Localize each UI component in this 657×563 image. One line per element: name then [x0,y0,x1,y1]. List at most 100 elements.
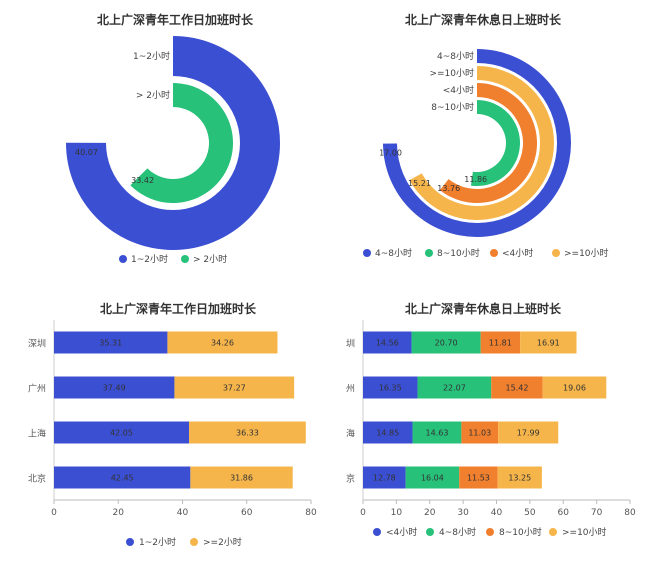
legend[interactable]: <4小时 4~8小时 8~10小时 >=10小时 [373,526,607,538]
legend-label[interactable]: >=2小时 [203,536,242,548]
legend[interactable]: 1~2小时 >=2小时 [126,536,242,548]
y-category-label: 州 [346,384,355,395]
radial-bar-arc[interactable] [470,100,520,186]
category-label: 8~10小时 [431,101,474,113]
data-label: 33.42 [131,176,154,185]
stacked-bar-weekday-overtime: 北上广深青年工作日加班时长 0 20 40 60 80 深圳 35.31 34.26 广州 37.… [28,301,317,548]
legend-marker[interactable] [119,255,127,263]
data-label: 12.78 [373,474,396,483]
bar-segment[interactable] [363,331,412,354]
bar-segment[interactable] [405,466,460,489]
data-label: 34.26 [211,339,234,348]
data-label: 40.07 [75,148,98,157]
y-category-label: 京 [346,473,355,485]
legend-label[interactable]: 4~8小时 [439,526,476,538]
legend-label[interactable]: > 2小时 [193,253,227,265]
legend-label[interactable]: 1~2小时 [131,253,168,265]
legend[interactable]: 4~8小时 8~10小时 <4小时 >=10小时 [363,247,609,259]
legend-marker[interactable] [549,528,557,536]
stacked-bar-weekend-work: 北上广深青年休息日上班时长 0 10 20 30 40 50 60 70 80 圳 14.56 20.… [346,301,636,538]
bar-segment[interactable] [189,421,306,444]
bar-segment[interactable] [167,331,278,354]
legend-marker[interactable] [363,249,371,257]
legend-label[interactable]: 1~2小时 [139,536,176,548]
data-label: 11.86 [464,175,487,184]
bar-segment[interactable] [54,466,191,489]
legend-label[interactable]: <4小时 [502,247,533,259]
bar-segment[interactable] [363,376,418,399]
y-category-label: 深圳 [28,339,46,350]
x-tick-label: 60 [241,508,253,518]
legend[interactable]: 1~2小时 > 2小时 [119,253,227,265]
radial-chart-weekend-work: 北上广深青年休息日上班时长 4~8小时 17.00 >=10小时 15.21 <4小时 1… [363,12,609,259]
data-label: 17.99 [517,429,540,438]
legend-marker[interactable] [425,249,433,257]
bar-segment[interactable] [459,466,498,489]
data-label: 15.42 [506,384,529,393]
legend-marker[interactable] [190,538,198,546]
data-label: 14.63 [426,429,449,438]
bar-segment[interactable] [461,421,499,444]
bar-segment[interactable] [54,331,168,354]
legend-marker[interactable] [181,255,189,263]
category-label: 1~2小时 [133,50,170,62]
y-category-label: 北京 [28,473,46,485]
data-label: 11.53 [467,474,490,483]
legend-label[interactable]: 8~10小时 [437,247,480,259]
bar-segment[interactable] [363,466,406,489]
chart-title: 北上广深青年工作日加班时长 [97,12,254,27]
data-label: 42.45 [111,474,134,483]
chart-title: 北上广深青年工作日加班时长 [100,301,257,316]
bar-segment[interactable] [480,331,521,354]
legend-marker[interactable] [486,528,494,536]
legend-marker[interactable] [126,538,134,546]
bar-segment[interactable] [412,421,462,444]
data-label: 31.86 [230,474,253,483]
x-tick-label: 80 [305,508,317,518]
data-label: 37.27 [223,384,246,393]
bar-segment[interactable] [174,376,295,399]
radial-chart-weekday-overtime: 北上广深青年工作日加班时长 1~2小时 40.07 > 2小时 33.42 1~2小时… [66,12,281,265]
legend-label[interactable]: <4小时 [386,526,417,538]
radial-bar-arc[interactable] [66,36,281,250]
data-label: 37.49 [103,384,126,393]
bar-segment[interactable] [498,421,559,444]
data-label: 11.81 [489,339,512,348]
bar-segment[interactable] [190,466,293,489]
data-label: 35.31 [99,339,122,348]
bar-segment[interactable] [54,421,190,444]
bar-segment[interactable] [417,376,492,399]
data-label: 20.70 [435,339,458,348]
bar-segment[interactable] [363,421,413,444]
bar-segment[interactable] [411,331,481,354]
data-label: 17.00 [379,149,402,158]
data-label: 14.85 [376,429,399,438]
bar-segment[interactable] [497,466,542,489]
y-category-label: 海 [346,428,355,440]
data-label: 13.76 [437,184,460,193]
legend-label[interactable]: >=10小时 [562,526,607,538]
bar-segment[interactable] [542,376,607,399]
radial-bar-arc[interactable] [130,83,233,203]
legend-label[interactable]: 4~8小时 [375,247,412,259]
legend-marker[interactable] [426,528,434,536]
chart-title: 北上广深青年休息日上班时长 [405,301,562,316]
bar-segment[interactable] [54,376,175,399]
legend-label[interactable]: 8~10小时 [499,526,542,538]
x-tick-label: 20 [424,508,436,518]
x-tick-label: 70 [591,508,603,518]
x-tick-label: 10 [391,508,403,518]
bar-segment[interactable] [491,376,543,399]
x-tick-label: 80 [624,508,636,518]
legend-marker[interactable] [373,528,381,536]
legend-marker[interactable] [490,249,498,257]
data-label: 22.07 [443,384,466,393]
data-label: 16.35 [379,384,402,393]
legend-marker[interactable] [552,249,560,257]
data-label: 14.56 [376,339,399,348]
bar-segment[interactable] [520,331,577,354]
y-category-label: 广州 [28,383,46,395]
legend-label[interactable]: >=10小时 [564,247,609,259]
radial-bar-arc[interactable] [439,83,538,203]
data-label: 16.91 [537,339,560,348]
